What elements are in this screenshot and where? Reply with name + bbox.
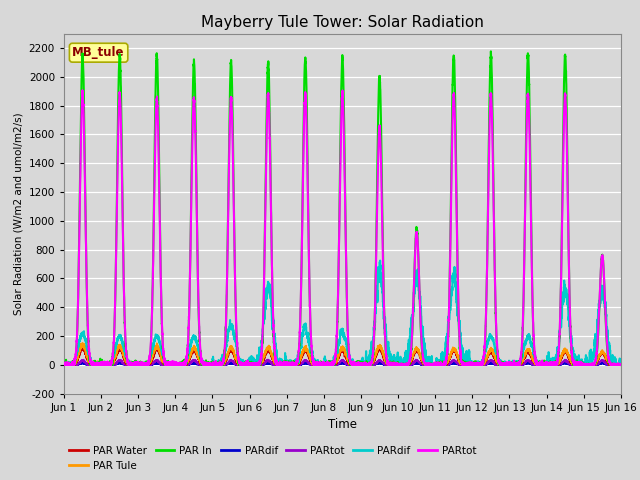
Legend: PAR Water, PAR Tule, PAR In, PARdif, PARtot, PARdif, PARtot: PAR Water, PAR Tule, PAR In, PARdif, PAR… xyxy=(69,445,477,471)
Text: MB_tule: MB_tule xyxy=(72,46,125,59)
Y-axis label: Solar Radiation (W/m2 and umol/m2/s): Solar Radiation (W/m2 and umol/m2/s) xyxy=(13,112,23,315)
Title: Mayberry Tule Tower: Solar Radiation: Mayberry Tule Tower: Solar Radiation xyxy=(201,15,484,30)
X-axis label: Time: Time xyxy=(328,418,357,431)
